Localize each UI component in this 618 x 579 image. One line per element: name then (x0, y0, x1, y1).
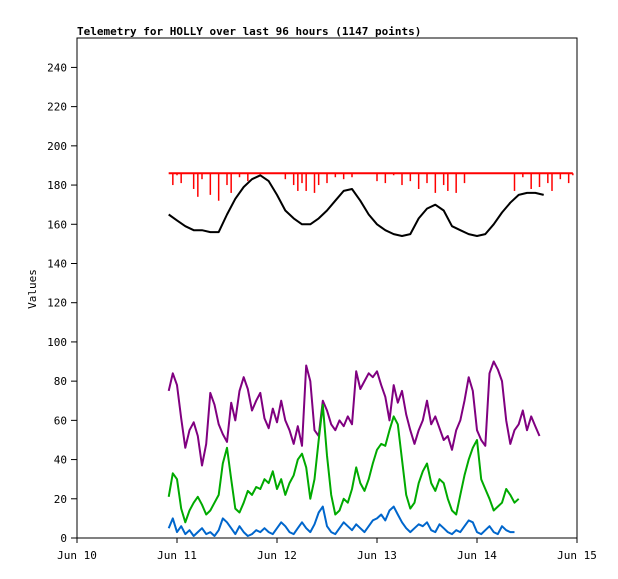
y-tick-label: 60 (54, 414, 67, 427)
y-axis-label: Values (26, 269, 39, 309)
y-tick-label: 140 (47, 257, 67, 270)
series-5-line (167, 505, 515, 537)
series-3-line (167, 360, 541, 467)
y-tick-label: 240 (47, 61, 67, 74)
series-layer (167, 172, 574, 537)
y-tick-label: 160 (47, 218, 67, 231)
y-tick-label: 120 (47, 297, 67, 310)
x-tick-label: Jun 13 (357, 549, 397, 562)
x-tick-label: Jun 14 (457, 549, 497, 562)
y-tick-label: 0 (60, 532, 67, 545)
y-tick-label: 80 (54, 375, 67, 388)
series-4-line (167, 403, 520, 524)
x-tick-label: Jun 10 (57, 549, 97, 562)
y-axis: 0 20 40 60 80 100 120 140 160 180 200 220 240 (47, 61, 77, 545)
y-tick-label: 40 (54, 454, 67, 467)
y-tick-label: 220 (47, 101, 67, 114)
x-tick-label: Jun 11 (157, 549, 197, 562)
x-tick-label: Jun 15 (557, 549, 597, 562)
y-tick-label: 100 (47, 336, 67, 349)
y-tick-label: 20 (54, 493, 67, 506)
x-axis: Jun 10 Jun 11 Jun 12 Jun 13 Jun 14 Jun 15 (57, 538, 597, 562)
series-2-line (168, 174, 544, 237)
chart-title: Telemetry for HOLLY over last 96 hours (… (77, 25, 421, 38)
y-tick-label: 180 (47, 179, 67, 192)
x-tick-label: Jun 12 (257, 549, 297, 562)
y-tick-label: 200 (47, 140, 67, 153)
